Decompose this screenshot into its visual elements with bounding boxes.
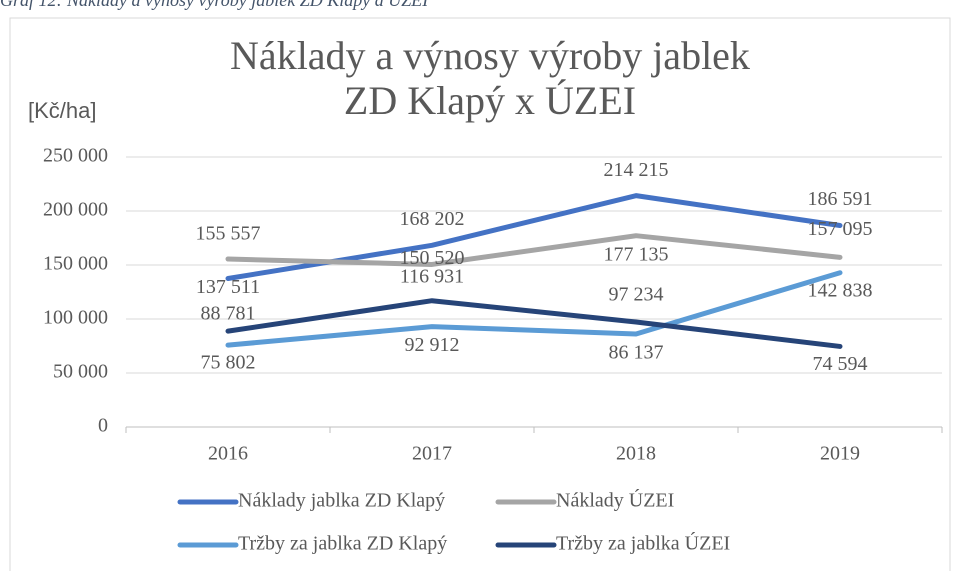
data-label: 155 557: [196, 223, 261, 245]
data-label: 116 931: [400, 265, 464, 287]
data-label: 157 095: [808, 218, 873, 240]
series-line: [225, 233, 843, 267]
data-label: 86 137: [609, 342, 664, 364]
y-tick-label: 200 000: [43, 199, 108, 221]
data-label: 88 781: [201, 303, 256, 325]
data-label: 137 511: [196, 276, 260, 298]
chart-title: ZD Klapý x ÚZEI: [344, 78, 636, 123]
y-tick-label: 100 000: [43, 307, 108, 329]
y-tick-label: 250 000: [43, 145, 108, 167]
data-label: 97 234: [609, 284, 664, 306]
caption: Graf 12: Náklady a výnosy výroby jablek …: [0, 0, 429, 10]
data-label: 74 594: [813, 353, 868, 375]
data-label: 142 838: [808, 279, 873, 301]
chart-frame: [9, 17, 951, 571]
chart-title: Náklady a výnosy výroby jablek: [230, 33, 750, 78]
series-line: [225, 270, 843, 348]
x-tick-label: 2016: [208, 443, 248, 465]
series-line: [225, 193, 843, 281]
data-label: 92 912: [405, 334, 460, 356]
y-tick-label: 0: [98, 415, 108, 437]
legend-label: Tržby za jablka ÚZEI: [556, 531, 730, 555]
y-tick-label: 50 000: [53, 361, 108, 383]
x-tick-label: 2019: [820, 443, 860, 465]
series-line: [225, 298, 843, 349]
data-label: 186 591: [808, 188, 873, 210]
legend-label: Náklady jablka ZD Klapý: [238, 490, 445, 512]
legend-label: Náklady ÚZEI: [556, 488, 674, 512]
data-label: 214 215: [604, 159, 669, 181]
x-tick-label: 2017: [412, 443, 452, 465]
data-label: 168 202: [400, 208, 465, 230]
legend-label: Tržby za jablka ZD Klapý: [238, 533, 447, 555]
x-tick-label: 2018: [616, 443, 656, 465]
data-label: 150 520: [400, 247, 465, 269]
y-axis-label: [Kč/ha]: [28, 98, 96, 123]
data-label: 177 135: [604, 243, 669, 265]
data-label: 75 802: [201, 352, 256, 374]
y-tick-label: 150 000: [43, 253, 108, 275]
